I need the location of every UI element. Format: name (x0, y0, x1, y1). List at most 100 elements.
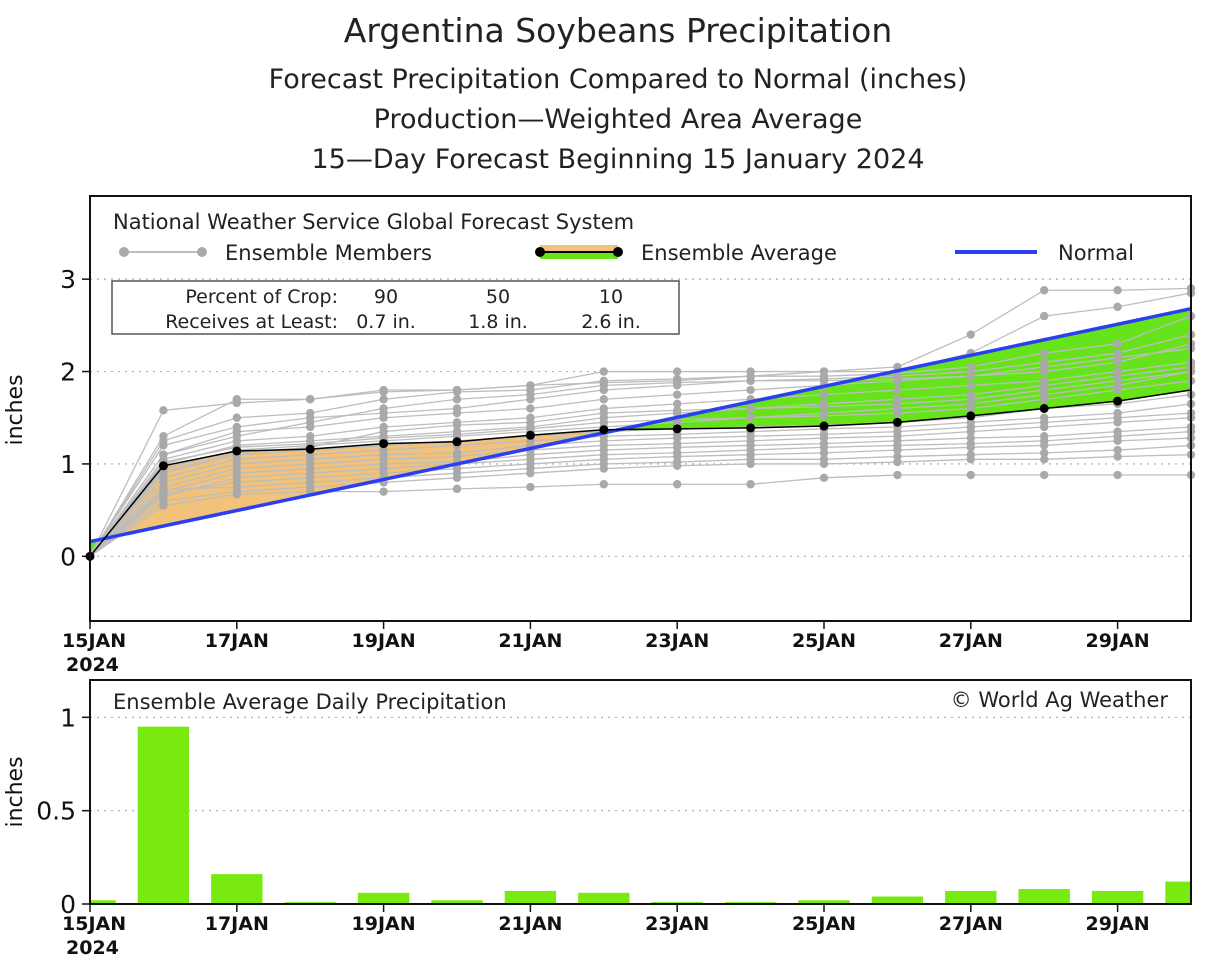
ensemble-member-line (89, 333, 1192, 557)
ensemble-member-point (1040, 448, 1049, 458)
daily-precip-bar (798, 900, 850, 904)
crop-percent-50: 50 (486, 286, 510, 308)
ensemble-member-point (1113, 381, 1122, 390)
bottom-plot-frame (89, 679, 1192, 905)
ensemble-member-point (526, 404, 535, 413)
ensemble-member-point (526, 418, 535, 427)
legend-members-label: Ensemble Members (225, 241, 432, 265)
top-x-tick-label: 17JAN (205, 630, 269, 652)
ensemble-member-point (526, 424, 535, 434)
chart-subtitle-area: Production—Weighted Area Average (374, 104, 863, 135)
daily-precip-bar (211, 874, 263, 904)
ensemble-member-point (893, 385, 902, 395)
ensemble-member-line (89, 361, 1192, 557)
ensemble-member-line (89, 315, 1192, 557)
bottom-y-tick-label: 0 (60, 890, 76, 919)
ensemble-member-line (89, 430, 1192, 557)
ensemble-member-point (819, 376, 829, 385)
ensemble-member-point (232, 490, 241, 499)
ensemble-member-point (673, 406, 682, 415)
ensemble-member-point (599, 418, 608, 427)
ensemble-member-point (893, 395, 902, 404)
top-x-tick-label: 25JAN (792, 630, 856, 652)
ensemble-member-point (746, 385, 755, 395)
ensemble-member-point (673, 399, 682, 409)
daily-precip-bar (945, 890, 997, 904)
ensemble-member-point (1113, 470, 1122, 480)
ensemble-member-point (819, 448, 829, 458)
ensemble-member-point (159, 441, 168, 450)
crop-amount-10: 2.6 in. (581, 311, 641, 333)
top-y-tick-label: 3 (60, 265, 76, 294)
crop-table-box (111, 280, 680, 335)
normal-line (89, 307, 1192, 544)
legend-system-name: National Weather Service Global Forecast… (113, 210, 634, 234)
bottom-x-tick-label: 21JAN (498, 913, 562, 935)
legend-average-swatch (535, 245, 623, 259)
ensemble-member-point (893, 457, 902, 467)
bottom-x-tick-label: 25JAN (792, 913, 856, 935)
legend-normal-label: Normal (1058, 241, 1134, 265)
ensemble-average-point (746, 423, 756, 433)
daily-precip-bar (1018, 889, 1070, 904)
ensemble-member-point (599, 480, 608, 489)
ensemble-average-point (232, 446, 242, 456)
ensemble-member-point (599, 408, 608, 418)
ensemble-member-point (893, 374, 902, 384)
ensemble-member-point (966, 390, 975, 399)
ensemble-member-point (746, 459, 755, 469)
ensemble-member-point (452, 484, 462, 494)
legend-average-label: Ensemble Average (641, 241, 837, 265)
ensemble-average-point (305, 444, 315, 454)
ensemble-member-point (306, 395, 315, 404)
top-x-tick-label: 29JAN (1086, 630, 1150, 652)
top-x-year-label: 2024 (66, 654, 119, 676)
ensemble-member-point (966, 470, 975, 480)
ensemble-member-line (89, 417, 1192, 557)
ensemble-member-point (746, 413, 755, 422)
ensemble-member-point (306, 418, 315, 427)
bottom-x-tick-label: 15JAN (62, 913, 126, 935)
chart-title: Argentina Soybeans Precipitation (344, 11, 892, 50)
daily-precip-bar (578, 892, 630, 904)
ensemble-member-point (819, 390, 829, 399)
ensemble-member-point (746, 376, 755, 385)
ensemble-member-point (893, 404, 902, 413)
ensemble-member-point (673, 480, 682, 489)
crop-amount-50: 1.8 in. (468, 311, 528, 333)
crop-amount-90: 0.7 in. (356, 311, 416, 333)
ensemble-average-point (1039, 404, 1049, 413)
bottom-y-axis-label: inches (3, 756, 28, 827)
ensemble-member-line (89, 474, 1191, 557)
top-y-tick-label: 0 (60, 542, 76, 571)
top-y-axis-label: inches (3, 374, 28, 445)
ensemble-member-point (599, 381, 608, 390)
crop-percent-90: 90 (374, 286, 398, 308)
ensemble-member-point (819, 459, 829, 469)
ensemble-member-point (159, 450, 168, 459)
top-x-tick-label: 23JAN (645, 630, 709, 652)
ensemble-member-point (1040, 455, 1049, 464)
ensemble-member-point (819, 408, 829, 418)
ensemble-member-point (452, 473, 462, 482)
ensemble-average-point (158, 461, 168, 471)
chart-subtitle-period: 15—Day Forecast Beginning 15 January 202… (311, 144, 924, 175)
daily-precip-bar (504, 890, 557, 904)
ensemble-member-point (893, 470, 902, 480)
crop-row2-label: Receives at Least: (165, 311, 338, 333)
ensemble-member-point (1040, 286, 1049, 295)
top-y-tick-label: 1 (60, 450, 76, 479)
ensemble-member-point (379, 395, 388, 404)
ensemble-member-point (379, 427, 388, 436)
ensemble-member-point (452, 430, 462, 439)
bottom-y-tick-label: 0.5 (36, 797, 76, 826)
crop-percent-10: 10 (599, 286, 623, 308)
ensemble-member-point (1040, 390, 1049, 399)
ensemble-member-line (89, 393, 1192, 557)
legend-members-swatch (119, 247, 207, 257)
ensemble-average-point (819, 421, 829, 431)
ensemble-member-point (1040, 348, 1049, 358)
ensemble-member-line (89, 370, 1192, 557)
